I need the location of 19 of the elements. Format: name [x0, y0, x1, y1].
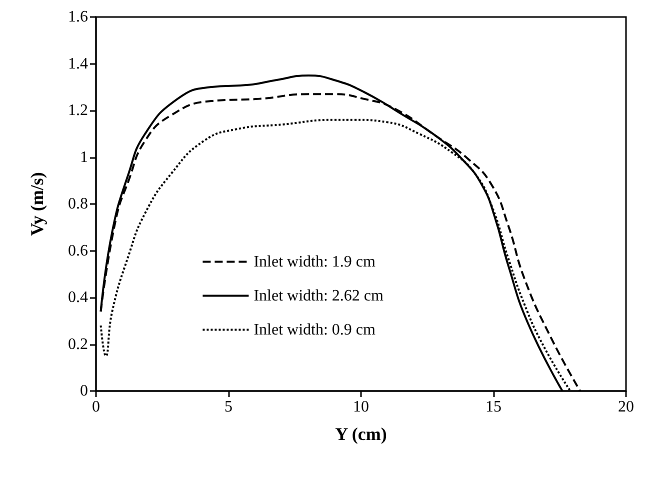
legend-label: Inlet width: 0.9 cm	[254, 321, 376, 338]
x-tick-label: 10	[353, 398, 369, 416]
y-tick-label: 1.6	[68, 8, 88, 26]
y-tick-label: 0.2	[68, 336, 88, 353]
y-tick-label: 1.4	[68, 55, 88, 72]
legend-label: Inlet width: 1.9 cm	[254, 253, 376, 270]
y-tick-label: 1	[80, 148, 88, 166]
x-tick-label: 0	[92, 398, 100, 416]
y-tick-label: 1.2	[68, 102, 88, 119]
y-tick-label: 0.6	[68, 242, 88, 260]
x-axis-title: Y (cm)	[335, 424, 387, 444]
y-tick-label: 0	[80, 382, 88, 400]
y-tick-label: 0.4	[68, 289, 88, 306]
y-tick-label: 0.8	[68, 196, 88, 212]
legend-label: Inlet width: 2.62 cm	[254, 287, 384, 304]
y-axis-title: Vy (m/s)	[27, 172, 47, 236]
x-tick-label: 5	[224, 398, 232, 416]
x-tick-label: 20	[618, 398, 634, 416]
x-tick-label: 15	[486, 398, 502, 416]
